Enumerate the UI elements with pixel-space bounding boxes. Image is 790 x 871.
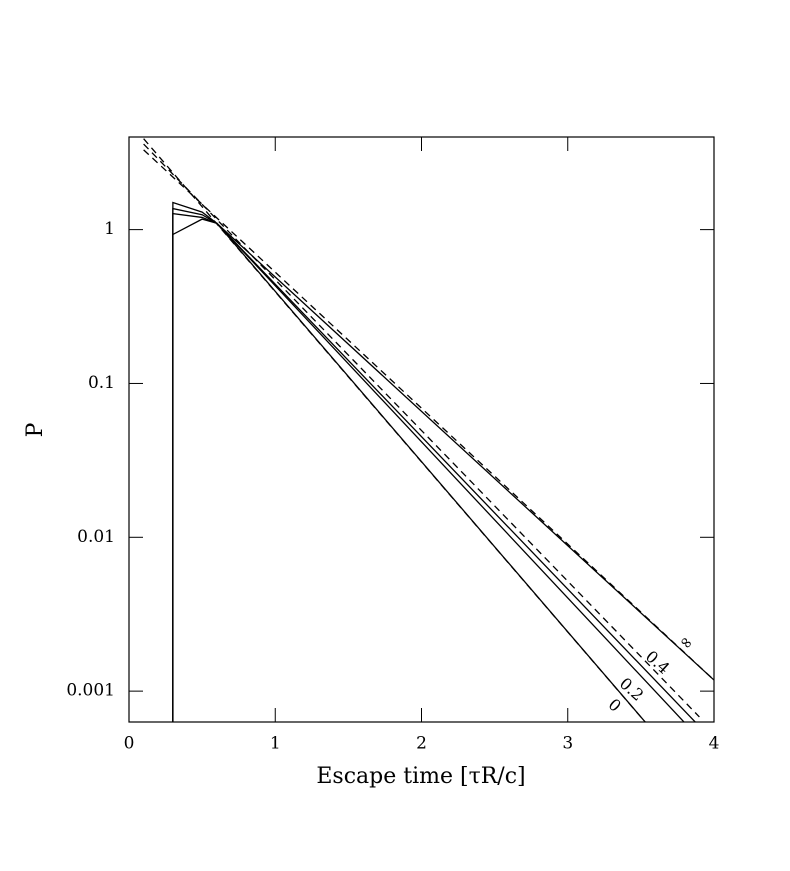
dashed-line <box>143 138 647 722</box>
curve-label: ∞ <box>675 631 698 654</box>
y-tick-label: 0.1 <box>88 373 115 393</box>
line <box>172 212 685 722</box>
x-tick-label: 3 <box>562 734 573 754</box>
x-tick-label: 0 <box>124 734 135 754</box>
y-axis-label: P <box>23 422 48 437</box>
x-tick-label: 4 <box>709 734 720 754</box>
dashed-line <box>143 149 714 681</box>
dashed-line <box>143 143 700 718</box>
x-tick-label: 1 <box>270 734 281 754</box>
curve-label: 0 <box>605 695 625 716</box>
line <box>172 201 714 722</box>
plot-frame <box>128 136 715 723</box>
curve-label: 0.4 <box>642 647 674 678</box>
x-tick-label: 2 <box>416 734 427 754</box>
y-tick-label: 0.01 <box>77 527 115 547</box>
line <box>172 207 697 722</box>
x-axis-label: Escape time [τR/c] <box>316 764 525 789</box>
y-tick-label: 0.001 <box>66 681 115 701</box>
plot-area <box>143 138 714 722</box>
line <box>172 218 647 722</box>
y-tick-label: 1 <box>104 219 115 239</box>
